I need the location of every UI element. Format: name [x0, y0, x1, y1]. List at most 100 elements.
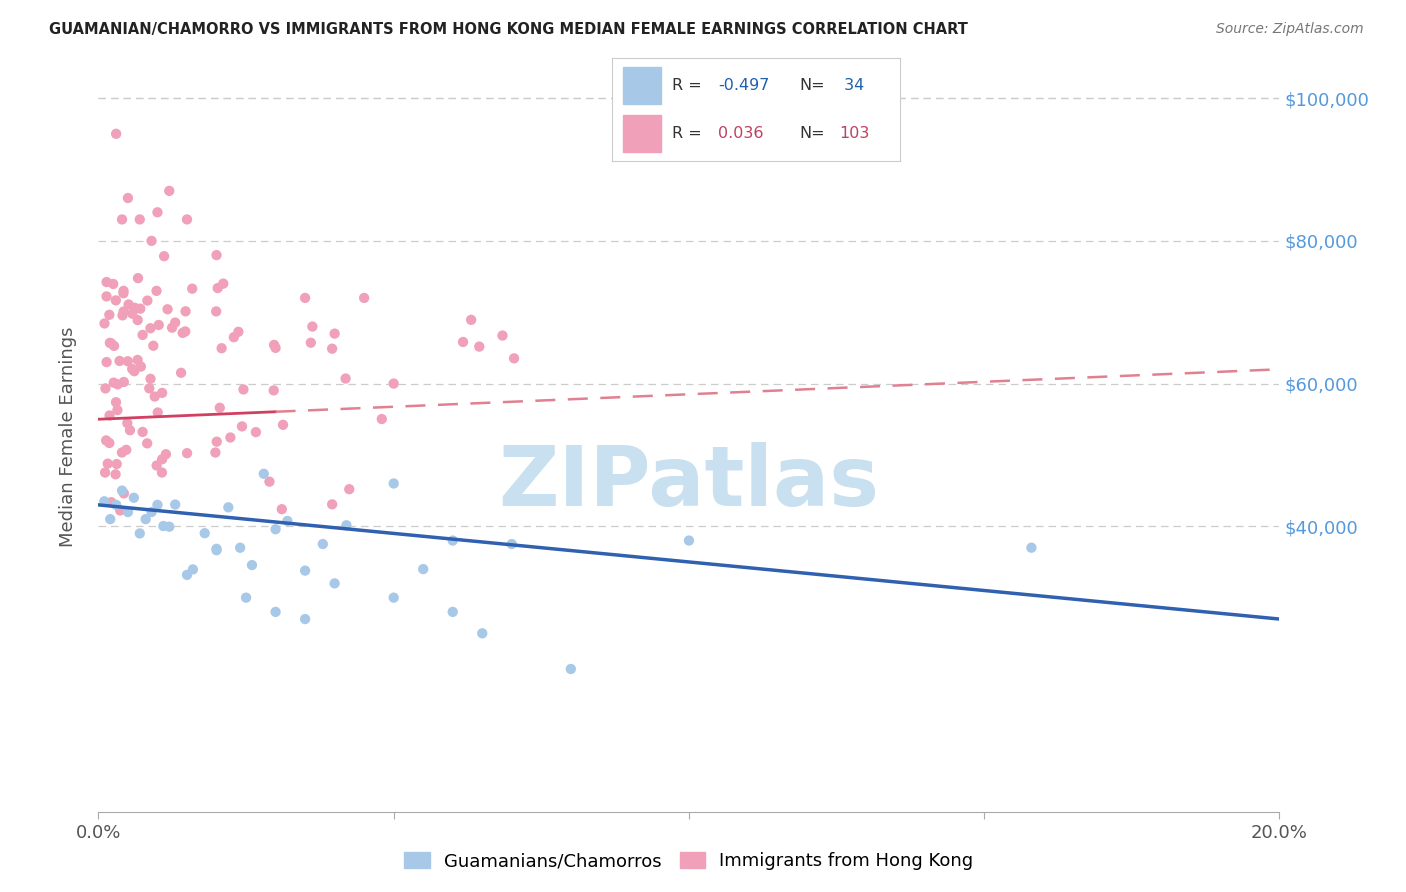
Point	[211, 341, 233, 355]
Point	[112, 375, 135, 389]
Point	[136, 436, 159, 450]
Point	[228, 325, 250, 339]
Point	[107, 377, 129, 392]
Point	[468, 340, 491, 354]
Point	[111, 483, 134, 498]
Point	[98, 308, 121, 322]
Point	[205, 304, 228, 318]
Text: -0.497: -0.497	[718, 78, 769, 93]
Point	[323, 576, 346, 591]
Point	[205, 248, 228, 262]
Point	[103, 339, 125, 353]
Point	[170, 366, 193, 380]
Point	[471, 626, 494, 640]
Point	[153, 249, 176, 263]
Point	[135, 512, 157, 526]
Point	[205, 541, 228, 556]
Point	[138, 381, 160, 395]
Point	[128, 212, 150, 227]
Point	[312, 537, 335, 551]
Point	[145, 284, 167, 298]
Point	[145, 458, 167, 473]
Point	[98, 409, 121, 423]
Point	[253, 467, 276, 481]
Point	[353, 291, 375, 305]
Point	[97, 457, 120, 471]
Point	[127, 353, 149, 368]
Point	[412, 562, 434, 576]
Point	[127, 271, 149, 285]
Point	[294, 564, 316, 578]
Point	[501, 537, 523, 551]
Point	[157, 184, 180, 198]
Point	[335, 518, 357, 533]
Point	[678, 533, 700, 548]
Point	[107, 403, 129, 417]
Point	[176, 446, 198, 460]
Point	[141, 505, 163, 519]
Bar	[623, 67, 661, 104]
Point	[150, 385, 173, 400]
Point	[118, 423, 141, 437]
Text: R =: R =	[672, 126, 702, 141]
Point	[94, 466, 117, 480]
Point	[235, 591, 257, 605]
Point	[150, 466, 173, 480]
Point	[98, 512, 121, 526]
Point	[96, 355, 118, 369]
Point	[441, 533, 464, 548]
Point	[112, 304, 135, 318]
Point	[129, 359, 152, 374]
Point	[122, 491, 145, 505]
Point	[150, 452, 173, 467]
Point	[117, 416, 139, 430]
Point	[382, 476, 405, 491]
Point	[105, 395, 128, 409]
Point	[301, 319, 323, 334]
Point	[111, 309, 134, 323]
Point	[117, 354, 139, 368]
Point	[148, 318, 170, 332]
Point	[264, 522, 287, 536]
Point	[139, 372, 162, 386]
Point	[108, 354, 131, 368]
Point	[165, 316, 187, 330]
Point	[105, 498, 128, 512]
Point	[503, 351, 526, 366]
Point	[321, 497, 343, 511]
Point	[205, 543, 228, 558]
Point	[94, 381, 117, 395]
Point	[146, 405, 169, 419]
Point	[146, 205, 169, 219]
Text: N=: N=	[799, 126, 824, 141]
Point	[121, 307, 143, 321]
Point	[128, 526, 150, 541]
Y-axis label: Median Female Earnings: Median Female Earnings	[59, 326, 77, 548]
Point	[98, 436, 121, 450]
Point	[294, 291, 316, 305]
Point	[259, 475, 281, 489]
Text: ZIPatlas: ZIPatlas	[499, 442, 879, 523]
Point	[208, 401, 231, 415]
Point	[264, 341, 287, 355]
Point	[117, 191, 139, 205]
Text: Source: ZipAtlas.com: Source: ZipAtlas.com	[1216, 22, 1364, 37]
Point	[96, 275, 118, 289]
Point	[263, 384, 285, 398]
Point	[491, 328, 513, 343]
Point	[93, 494, 115, 508]
Point	[157, 519, 180, 533]
Point	[212, 277, 235, 291]
Text: 0.036: 0.036	[718, 126, 763, 141]
Point	[276, 514, 298, 528]
Point	[124, 301, 146, 315]
Point	[176, 212, 198, 227]
Point	[139, 321, 162, 335]
Point	[93, 317, 115, 331]
Point	[219, 430, 242, 444]
Point	[112, 284, 135, 298]
Point	[100, 495, 122, 509]
Point	[160, 320, 183, 334]
Point	[105, 457, 128, 471]
Point	[155, 447, 177, 461]
